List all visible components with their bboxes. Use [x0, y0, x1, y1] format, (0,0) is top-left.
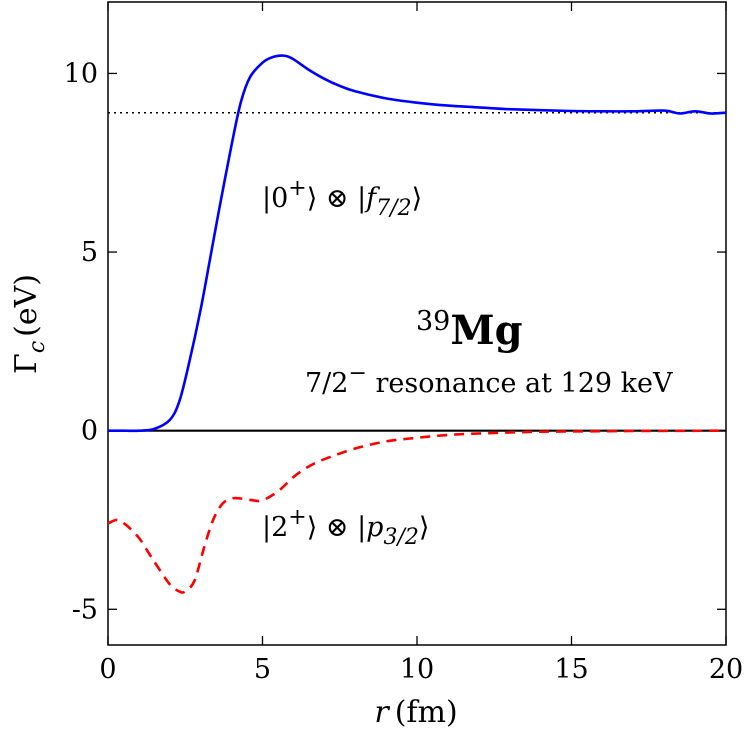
- x-axis-label: r (fm): [374, 695, 457, 730]
- series-line-blue: [107, 54, 727, 433]
- y-tick-label-0: -5: [72, 594, 98, 625]
- blue-series-annotation: |0+⟩ ⊗ |f7/2⟩: [262, 176, 422, 221]
- x-axis-ticks: 0 5 10 15 20: [99, 2, 743, 685]
- y-tick-label-3: 10: [64, 58, 98, 89]
- resonance-spin: 7/2: [305, 368, 348, 399]
- y-axis-symbol: Γ: [9, 353, 44, 374]
- nucleus-mass: 39: [416, 306, 450, 337]
- resonance-text: resonance at 129 keV: [367, 368, 673, 399]
- nucleus-symbol: Mg: [450, 307, 522, 354]
- series-line-red: [107, 429, 727, 594]
- x-tick-label-1: 5: [254, 654, 271, 685]
- red-ket2: p: [366, 512, 383, 543]
- red-otimes: ⊗: [326, 512, 349, 543]
- resonance-parity: −: [348, 361, 366, 386]
- red-ket1-sup: +: [288, 505, 306, 530]
- y-axis-subscript: c: [25, 341, 50, 353]
- series-group: [107, 54, 727, 594]
- red-ket2-sub: 3/2: [383, 525, 418, 550]
- y-tick-label-2: 5: [81, 237, 98, 268]
- x-tick-label-2: 10: [400, 654, 434, 685]
- red-ket1: 2: [271, 512, 288, 543]
- x-tick-label-3: 15: [554, 654, 588, 685]
- y-axis-ticks: -5 0 5 10: [64, 58, 726, 625]
- x-axis-unit: (fm): [395, 695, 458, 730]
- y-axis-unit: (eV): [9, 274, 44, 337]
- x-axis-symbol: r: [374, 695, 390, 730]
- x-tick-label-0: 0: [99, 654, 116, 685]
- y-axis-label: Γc (eV): [9, 274, 50, 374]
- blue-ket1: 0: [271, 183, 288, 214]
- nucleus-label: 39Mg: [416, 306, 523, 354]
- blue-otimes: ⊗: [326, 183, 349, 214]
- y-tick-label-1: 0: [81, 416, 98, 447]
- blue-ket1-sup: +: [288, 176, 306, 201]
- red-series-annotation: |2+⟩ ⊗ |p3/2⟩: [262, 505, 429, 550]
- blue-ket2-sub: 7/2: [376, 196, 411, 221]
- x-tick-label-4: 20: [709, 654, 743, 685]
- resonance-label: 7/2− resonance at 129 keV: [305, 361, 673, 399]
